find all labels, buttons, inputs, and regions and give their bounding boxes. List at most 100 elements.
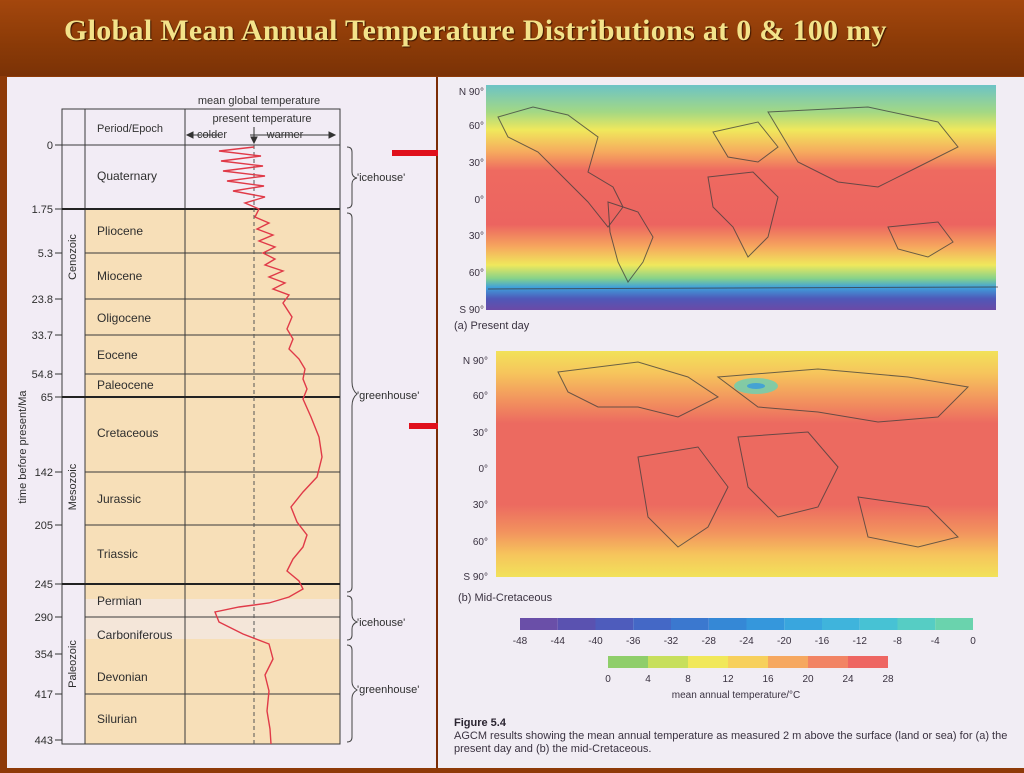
cold-tick: -44 xyxy=(551,636,566,647)
regime-label: 'icehouse' xyxy=(357,617,405,629)
present-label: present temperature xyxy=(212,113,311,125)
tick-label: 443 xyxy=(35,735,53,747)
tick-label: 290 xyxy=(35,612,53,624)
icehouse-bracket-1 xyxy=(346,146,358,209)
warm-swatch xyxy=(608,656,648,668)
cretaceous-cold-core xyxy=(747,383,765,389)
cold-tick: -32 xyxy=(664,636,679,647)
antarctica-outline xyxy=(487,286,999,290)
tick-label: 54.8 xyxy=(32,369,53,381)
lat-label: 60° xyxy=(469,121,484,132)
cold-tick: -16 xyxy=(815,636,830,647)
cold-tick: -36 xyxy=(626,636,641,647)
cold-swatch xyxy=(671,618,709,630)
tick-label: 142 xyxy=(35,467,53,479)
tick-label: 1.75 xyxy=(32,204,53,216)
cretaceous-africa-outline xyxy=(737,431,839,518)
regime-label: 'icehouse' xyxy=(357,172,405,184)
greenhouse-bracket-1 xyxy=(346,212,358,593)
australia-outline xyxy=(887,221,954,258)
panel-divider xyxy=(436,77,438,768)
lat-label: N 90° xyxy=(463,356,488,367)
tick-label: 354 xyxy=(35,649,53,661)
warm-tick: 8 xyxy=(685,674,691,685)
cold-tick: -48 xyxy=(513,636,528,647)
warm-swatch xyxy=(688,656,728,668)
period-label: Paleocene xyxy=(97,378,154,392)
lat-label: 60° xyxy=(473,391,488,402)
cold-swatch xyxy=(708,618,747,630)
lat-label: S 90° xyxy=(459,305,484,316)
lat-label: 30° xyxy=(473,428,488,439)
asia-outline xyxy=(767,106,959,188)
period-label: Jurassic xyxy=(97,492,141,506)
map-a-label: (a) Present day xyxy=(454,320,530,332)
slide-title-bar: Global Mean Annual Temperature Distribut… xyxy=(0,0,1024,76)
regime-label: 'greenhouse' xyxy=(357,390,419,402)
cold-color-scale xyxy=(520,618,973,630)
tick-label: 417 xyxy=(35,689,53,701)
cold-swatch xyxy=(859,618,898,630)
period-label: Silurian xyxy=(97,712,137,726)
cold-tick: -4 xyxy=(931,636,940,647)
temperature-curve xyxy=(214,146,323,745)
warm-tick: 4 xyxy=(645,674,651,685)
maps-diagram: N 90° 60° 30° 0° 30° 60° S 90° (a) Prese… xyxy=(454,85,999,701)
lat-label: 30° xyxy=(473,500,488,511)
cold-tick: -8 xyxy=(893,636,902,647)
cold-swatch xyxy=(595,618,634,630)
regime-label: 'greenhouse' xyxy=(357,684,419,696)
warm-tick: 12 xyxy=(722,674,734,685)
cold-swatch xyxy=(784,618,822,630)
cold-tick: -12 xyxy=(853,636,868,647)
cold-swatch xyxy=(746,618,785,630)
paleozoic-shading xyxy=(85,639,340,744)
warmer-arrowhead xyxy=(328,131,337,139)
period-label: Quaternary xyxy=(97,169,157,183)
cold-tick: -40 xyxy=(588,636,603,647)
present-arrowhead xyxy=(250,136,258,145)
lat-label: N 90° xyxy=(459,87,484,98)
lat-label: 30° xyxy=(469,231,484,242)
warm-tick: 28 xyxy=(882,674,894,685)
warm-swatch xyxy=(648,656,688,668)
warm-swatch xyxy=(808,656,848,668)
period-label: Permian xyxy=(97,594,142,608)
tick-label: 205 xyxy=(35,520,53,532)
figure-caption-text: AGCM results showing the mean annual tem… xyxy=(454,730,1008,755)
lat-label: 0° xyxy=(478,464,488,475)
cold-swatch xyxy=(822,618,860,630)
warm-tick: 20 xyxy=(802,674,814,685)
timeline-diagram: mean global temperature present temperat… xyxy=(17,95,419,747)
cold-swatch xyxy=(557,618,596,630)
cold-swatch xyxy=(633,618,671,630)
tick-label: 245 xyxy=(35,579,53,591)
cold-tick: -24 xyxy=(739,636,754,647)
warm-tick: 16 xyxy=(762,674,774,685)
y-axis-label: time before present/Ma xyxy=(17,390,29,504)
lat-label: S 90° xyxy=(463,572,488,583)
cold-tick: -28 xyxy=(702,636,717,647)
greenhouse-shading xyxy=(85,209,340,599)
europe-outline xyxy=(712,121,779,163)
present-day-map xyxy=(486,85,996,310)
period-label: Pliocene xyxy=(97,224,143,238)
tick-label: 23.8 xyxy=(32,294,53,306)
colder-arrowhead xyxy=(185,131,194,139)
cretaceous-australia-outline xyxy=(857,496,959,548)
lat-label: 60° xyxy=(473,537,488,548)
south-america-outline xyxy=(607,201,654,283)
tick-label: 65 xyxy=(41,392,53,404)
cold-swatch xyxy=(897,618,936,630)
figure-caption: Figure 5.4 AGCM results showing the mean… xyxy=(454,717,1014,756)
warm-tick: 24 xyxy=(842,674,854,685)
lat-label: 60° xyxy=(469,268,484,279)
maps-panel: N 90° 60° 30° 0° 30° 60° S 90° (a) Prese… xyxy=(438,77,1024,768)
cold-tick: 0 xyxy=(970,636,976,647)
cold-swatch xyxy=(935,618,973,630)
warm-swatch xyxy=(848,656,888,668)
period-label: Oligocene xyxy=(97,311,151,325)
africa-outline xyxy=(707,171,779,258)
warm-swatch xyxy=(728,656,768,668)
period-label: Cretaceous xyxy=(97,426,158,440)
